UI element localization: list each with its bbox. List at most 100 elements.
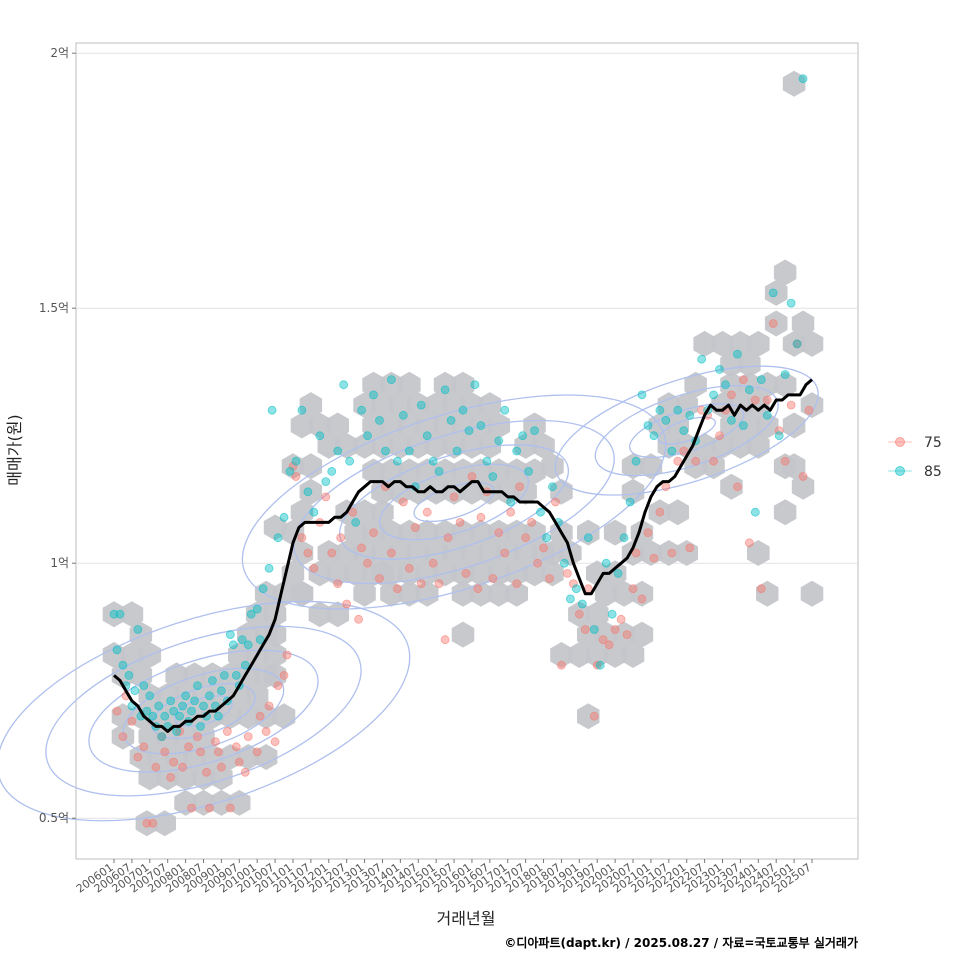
data-point xyxy=(193,681,202,690)
hexbin-cell xyxy=(192,789,215,816)
data-point xyxy=(240,767,250,777)
data-point xyxy=(404,563,414,573)
data-point xyxy=(190,696,199,706)
hexbin-cell xyxy=(111,723,135,750)
data-point xyxy=(521,533,531,543)
data-point xyxy=(595,660,605,670)
data-point xyxy=(285,466,295,476)
data-point xyxy=(264,563,274,573)
data-point xyxy=(127,716,137,726)
hexbin-cell xyxy=(308,412,332,439)
data-point xyxy=(685,543,695,553)
data-point xyxy=(327,548,337,558)
data-point xyxy=(321,492,331,502)
data-point xyxy=(267,405,277,415)
hexbin-cell xyxy=(729,330,752,357)
data-point xyxy=(184,742,193,752)
data-point xyxy=(124,671,134,680)
data-point xyxy=(154,701,164,711)
hexbin-cell xyxy=(586,642,609,668)
data-point xyxy=(392,456,402,466)
data-point xyxy=(750,395,760,405)
data-point xyxy=(649,431,659,441)
data-point xyxy=(228,640,238,650)
hexbin-cell xyxy=(210,764,233,791)
data-point xyxy=(488,574,498,583)
data-point xyxy=(709,456,718,466)
hexbin-cell xyxy=(577,703,600,730)
hexbin-cell xyxy=(380,371,403,398)
data-point xyxy=(458,405,468,415)
density-contour xyxy=(339,444,570,560)
data-point xyxy=(139,742,149,752)
data-point xyxy=(303,487,313,497)
data-point xyxy=(243,640,253,650)
data-point xyxy=(756,375,766,385)
hexbin-cell xyxy=(380,412,403,439)
hexbin-cell xyxy=(407,540,430,566)
data-point xyxy=(440,635,450,645)
data-point xyxy=(598,635,608,645)
data-point xyxy=(527,518,537,527)
data-point xyxy=(225,630,235,639)
data-point xyxy=(196,747,205,757)
hexbin-cell xyxy=(720,371,743,398)
data-point xyxy=(348,507,358,517)
density-contour xyxy=(379,463,530,541)
hexbin-cell xyxy=(451,519,475,546)
data-point xyxy=(387,375,396,385)
data-point xyxy=(727,390,736,400)
data-point xyxy=(733,482,742,492)
hexbin-cell xyxy=(800,330,824,357)
density-contour xyxy=(0,600,411,822)
hexbin-cell xyxy=(228,682,251,709)
hexbin-cell xyxy=(362,458,385,485)
legend-label-75: 75 xyxy=(924,435,942,451)
hexbin-cell xyxy=(782,412,806,439)
hexbin-cell xyxy=(245,601,269,628)
hexbin-cell xyxy=(353,499,376,526)
data-point xyxy=(151,762,161,772)
data-point xyxy=(363,431,372,441)
data-point xyxy=(231,742,241,752)
hexbin-cell xyxy=(657,432,681,459)
hexbin-cell xyxy=(460,432,484,459)
data-point xyxy=(637,594,647,604)
hexbin-cell xyxy=(433,371,457,398)
data-point xyxy=(673,456,683,466)
hexbin-cell xyxy=(469,580,493,607)
data-point xyxy=(685,410,695,420)
data-point xyxy=(279,512,289,522)
data-point xyxy=(258,584,268,594)
data-point xyxy=(697,354,707,364)
data-point xyxy=(166,696,176,706)
data-point xyxy=(255,711,265,721)
data-point xyxy=(291,472,301,481)
data-point xyxy=(750,507,760,517)
density-contour xyxy=(628,403,745,459)
hexbin-cell xyxy=(407,392,430,419)
data-point xyxy=(601,558,611,568)
data-point xyxy=(661,415,671,425)
data-point xyxy=(545,574,554,583)
hexbin-cell xyxy=(380,580,403,607)
hexbin-cell xyxy=(156,723,179,750)
hexbin-cell xyxy=(335,540,358,566)
y-tick-label: 1억 xyxy=(50,556,69,570)
hexbin-cell xyxy=(398,458,421,485)
data-point xyxy=(354,614,363,624)
data-point xyxy=(727,415,736,425)
hexbin-cell xyxy=(782,70,806,97)
data-point xyxy=(679,446,689,456)
hexbin-cell xyxy=(773,259,797,286)
data-point xyxy=(270,737,280,747)
data-point xyxy=(539,543,548,553)
data-point xyxy=(363,558,372,568)
hexbin-cell xyxy=(174,723,197,750)
hexbin-cell xyxy=(228,789,251,816)
data-point xyxy=(422,507,432,517)
data-point xyxy=(443,533,453,543)
data-point xyxy=(339,380,349,390)
hexbin-cell xyxy=(353,432,376,459)
data-point xyxy=(369,390,378,400)
